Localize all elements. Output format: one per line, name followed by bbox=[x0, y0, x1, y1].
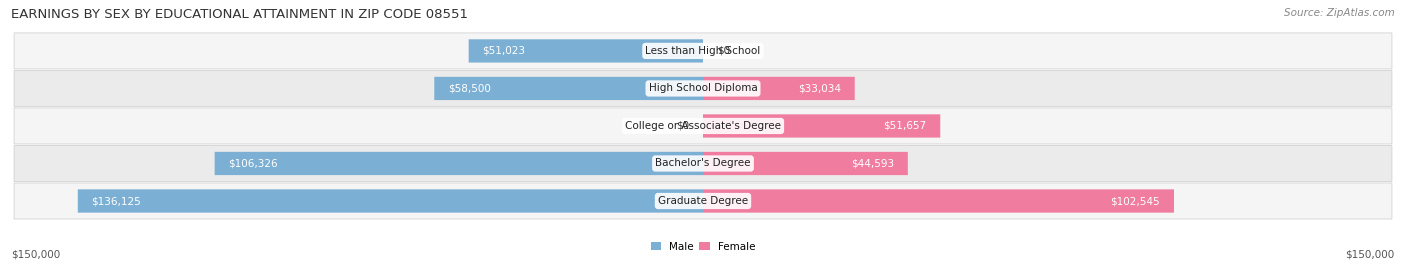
FancyBboxPatch shape bbox=[14, 70, 1392, 106]
FancyBboxPatch shape bbox=[14, 146, 1392, 181]
Text: $0: $0 bbox=[717, 46, 730, 56]
FancyBboxPatch shape bbox=[215, 152, 703, 175]
Text: $44,593: $44,593 bbox=[851, 158, 894, 169]
Text: $58,500: $58,500 bbox=[449, 83, 491, 94]
Legend: Male, Female: Male, Female bbox=[647, 237, 759, 256]
FancyBboxPatch shape bbox=[703, 152, 908, 175]
Text: Less than High School: Less than High School bbox=[645, 46, 761, 56]
Text: $51,657: $51,657 bbox=[883, 121, 927, 131]
Text: Graduate Degree: Graduate Degree bbox=[658, 196, 748, 206]
FancyBboxPatch shape bbox=[703, 77, 855, 100]
FancyBboxPatch shape bbox=[77, 189, 703, 213]
Text: High School Diploma: High School Diploma bbox=[648, 83, 758, 94]
FancyBboxPatch shape bbox=[468, 39, 703, 62]
FancyBboxPatch shape bbox=[14, 33, 1392, 69]
Text: EARNINGS BY SEX BY EDUCATIONAL ATTAINMENT IN ZIP CODE 08551: EARNINGS BY SEX BY EDUCATIONAL ATTAINMEN… bbox=[11, 8, 468, 21]
Text: $33,034: $33,034 bbox=[799, 83, 841, 94]
FancyBboxPatch shape bbox=[14, 183, 1392, 219]
Text: $51,023: $51,023 bbox=[482, 46, 526, 56]
Text: $150,000: $150,000 bbox=[11, 250, 60, 260]
Text: $102,545: $102,545 bbox=[1111, 196, 1160, 206]
FancyBboxPatch shape bbox=[14, 108, 1392, 144]
Text: $0: $0 bbox=[676, 121, 689, 131]
FancyBboxPatch shape bbox=[703, 114, 941, 137]
Text: $136,125: $136,125 bbox=[91, 196, 142, 206]
Text: $150,000: $150,000 bbox=[1346, 250, 1395, 260]
Text: Source: ZipAtlas.com: Source: ZipAtlas.com bbox=[1284, 8, 1395, 18]
FancyBboxPatch shape bbox=[703, 189, 1174, 213]
Text: Bachelor's Degree: Bachelor's Degree bbox=[655, 158, 751, 169]
Text: College or Associate's Degree: College or Associate's Degree bbox=[626, 121, 780, 131]
FancyBboxPatch shape bbox=[434, 77, 703, 100]
Text: $106,326: $106,326 bbox=[228, 158, 278, 169]
